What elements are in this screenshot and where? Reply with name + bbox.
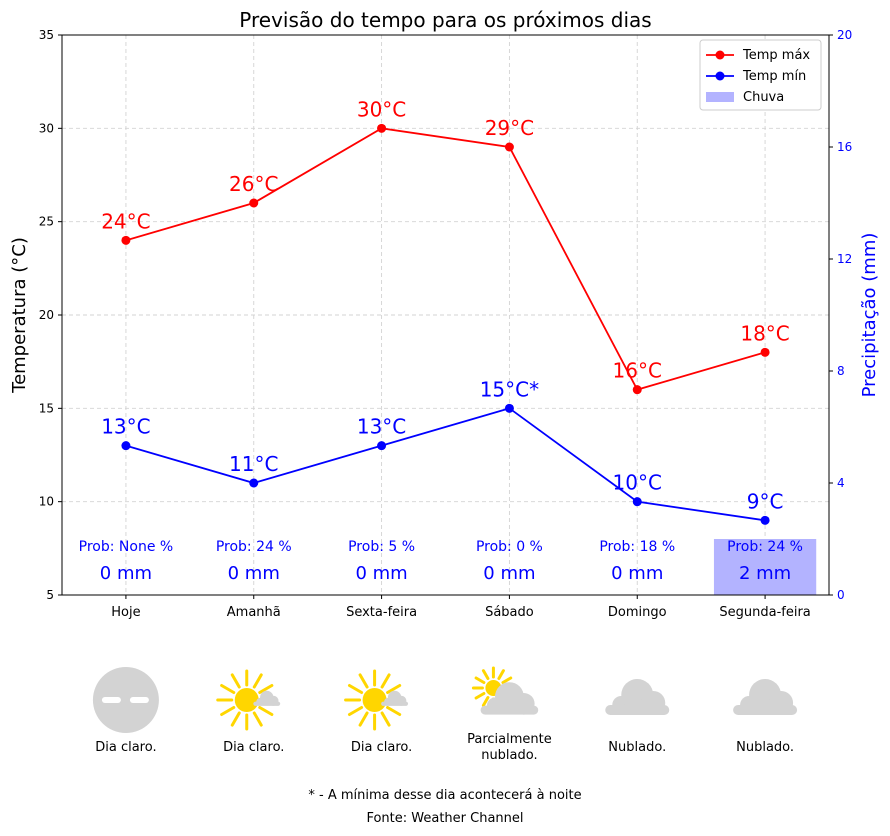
sun-icon [344, 669, 406, 731]
x-tick-label: Hoje [111, 605, 140, 620]
footnote-night-minimum: * - A mínima desse dia acontecerá à noit… [308, 788, 582, 803]
legend-label: Temp máx [742, 48, 810, 63]
min-temp-label: 13°C [101, 415, 150, 439]
min-temp-label: 13°C [357, 415, 406, 439]
rain-probability-label: Prob: 5 % [348, 539, 415, 555]
rain-amount-label: 0 mm [100, 563, 152, 584]
min-temp-point [504, 403, 514, 413]
x-tick-label: Sexta-feira [346, 605, 417, 620]
legend-rain-swatch [706, 92, 734, 102]
cloud-icon [733, 679, 798, 715]
rain-amount-label: 2 mm [739, 563, 791, 584]
cloud-streak-icon [129, 697, 149, 703]
y-right-axis-label: Precipitação (mm) [859, 233, 880, 398]
min-temp-point [249, 478, 259, 488]
legend-label: Chuva [743, 90, 784, 105]
x-tick-label: Sábado [485, 605, 534, 620]
condition-text: Dia claro. [95, 740, 156, 755]
night-clear-icon [92, 667, 159, 733]
min-temp-point [760, 515, 770, 525]
rain-bar [713, 539, 817, 595]
small-cloud-icon [253, 690, 281, 706]
max-temp-line [125, 127, 766, 391]
y-right-tick-label: 20 [837, 28, 852, 42]
y-tick-label: 10 [39, 495, 54, 509]
small-cloud-icon [381, 690, 409, 706]
rain-amount-label: 0 mm [483, 563, 535, 584]
max-temp-point [632, 385, 642, 395]
max-temp-point [377, 123, 387, 133]
y-tick-label: 35 [39, 28, 54, 42]
source-caption: Fonte: Weather Channel [366, 811, 524, 826]
y-right-tick-label: 8 [837, 364, 845, 378]
rain-probability-label: Prob: 0 % [476, 539, 543, 555]
condition-text: Nublado. [736, 740, 794, 755]
y-tick-label: 20 [39, 308, 54, 322]
y-right-tick-label: 4 [837, 476, 845, 490]
rain-amount-label: 0 mm [355, 563, 407, 584]
cloud-icon [605, 679, 670, 715]
x-tick-label: Domingo [608, 605, 667, 620]
condition-text: Nublado. [608, 740, 666, 755]
rain-probability-label: Prob: 24 % [727, 539, 803, 555]
condition-text: Parcialmente [467, 732, 552, 747]
max-temp-point [121, 235, 131, 245]
legend-marker [715, 50, 725, 60]
cloud-streak-icon [101, 697, 121, 703]
max-temp-point [760, 347, 770, 357]
min-temp-point [632, 497, 642, 507]
y-right-tick-label: 0 [837, 588, 845, 602]
max-temp-label: 26°C [229, 172, 278, 196]
rain-amount-label: 0 mm [228, 563, 280, 584]
min-temp-label: 9°C [747, 489, 784, 513]
rain-amount-label: 0 mm [611, 563, 663, 584]
y-right-tick-label: 12 [837, 252, 852, 266]
max-temp-label: 29°C [485, 116, 534, 140]
x-tick-label: Segunda-feira [719, 605, 810, 620]
min-temp-point [377, 441, 387, 451]
chart-title: Previsão do tempo para os próximos dias [239, 8, 651, 32]
x-tick-label: Amanhã [227, 605, 281, 620]
min-temp-line [125, 407, 766, 522]
rain-probability-label: Prob: None % [79, 539, 174, 555]
max-temp-point [504, 142, 514, 152]
y-axis-label: Temperatura (°C) [9, 237, 30, 394]
max-temp-point [249, 198, 259, 208]
condition-text: Dia claro. [223, 740, 284, 755]
max-temp-label: 30°C [357, 97, 406, 121]
min-temp-label: 15°C* [480, 377, 539, 401]
max-temp-label: 24°C [101, 209, 150, 233]
rain-probability-label: Prob: 18 % [599, 539, 675, 555]
min-temp-point [121, 441, 131, 451]
legend-marker [715, 71, 725, 81]
condition-text: nublado. [481, 748, 537, 763]
y-tick-label: 15 [39, 401, 54, 415]
y-tick-label: 25 [39, 215, 54, 229]
cloud-icon [480, 682, 539, 715]
legend-label: Temp mín [742, 69, 806, 84]
condition-text: Dia claro. [351, 740, 412, 755]
y-right-tick-label: 16 [837, 140, 852, 154]
max-temp-label: 16°C [613, 359, 662, 383]
rain-probability-label: Prob: 24 % [216, 539, 292, 555]
min-temp-label: 11°C [229, 452, 278, 476]
min-temp-label: 10°C [613, 471, 662, 495]
y-tick-label: 5 [46, 588, 54, 602]
max-temp-label: 18°C [740, 321, 789, 345]
y-tick-label: 30 [39, 121, 54, 135]
